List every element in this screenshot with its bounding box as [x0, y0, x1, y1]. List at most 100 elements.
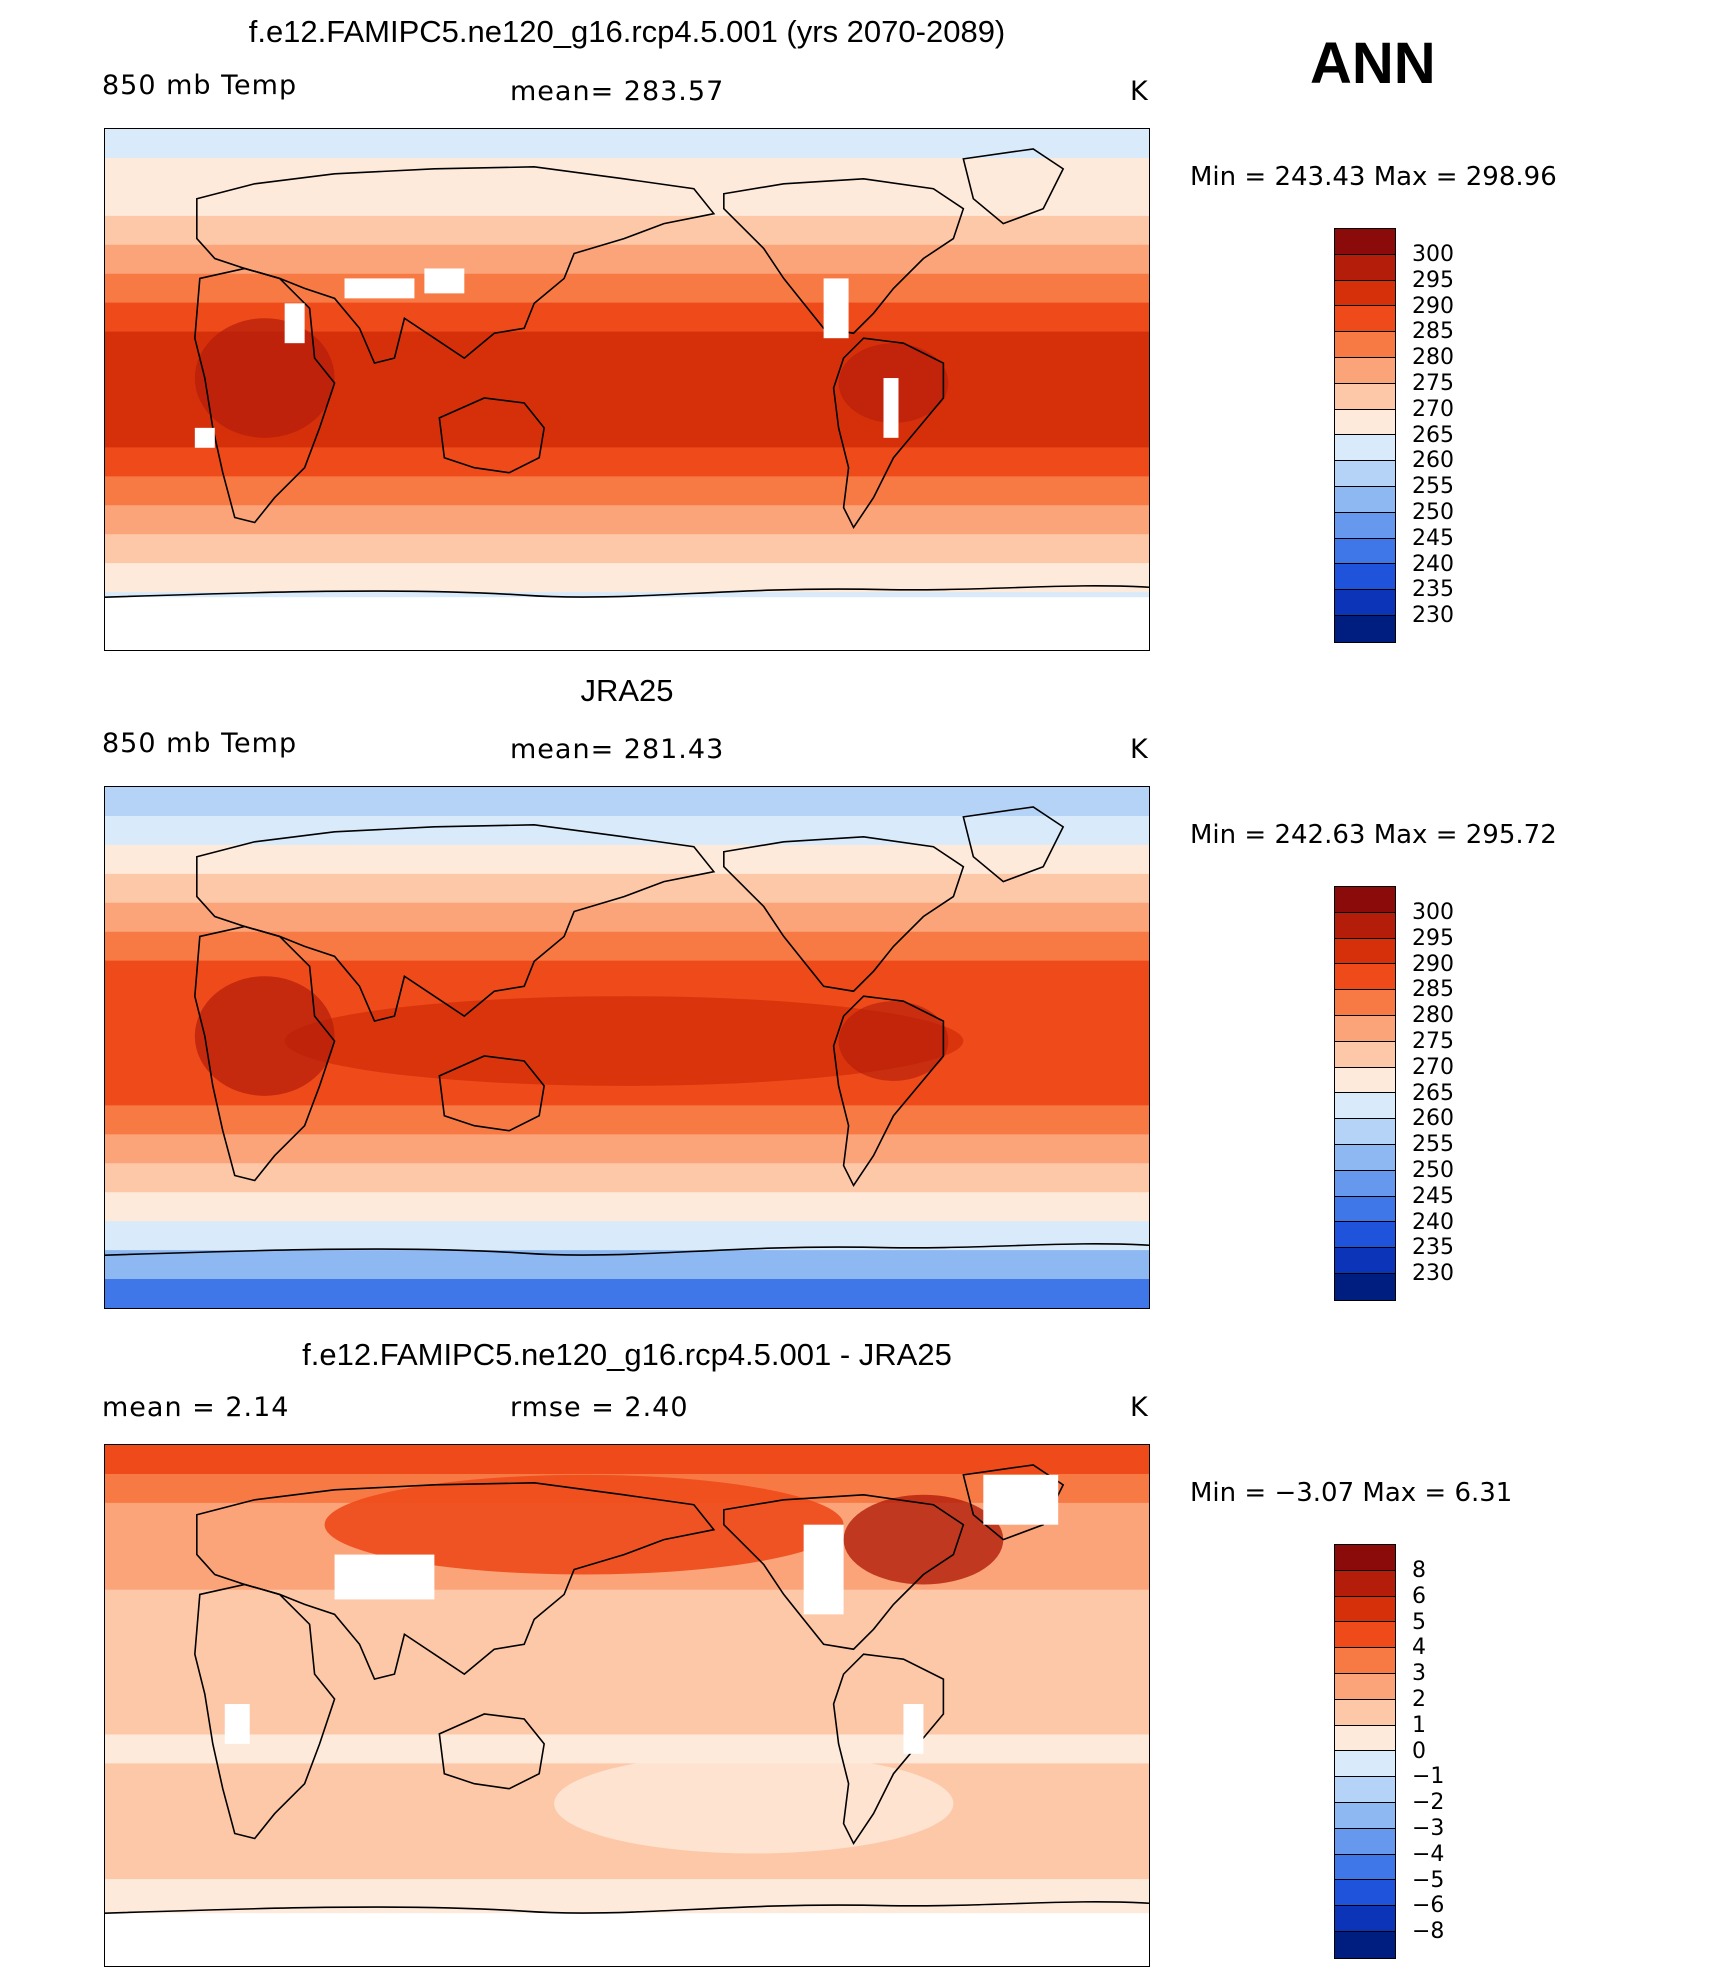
colorbar-segment — [1335, 1067, 1395, 1094]
colorbar-segment — [1335, 1570, 1395, 1597]
colorbar-tick-label: 6 — [1412, 1583, 1426, 1609]
colorbar-segment — [1335, 1015, 1395, 1042]
colorbar-tick-label: −4 — [1412, 1841, 1445, 1867]
colorbar-segment — [1335, 409, 1395, 436]
colorbar-tick-label: 255 — [1412, 474, 1454, 500]
colorbar-segment — [1335, 887, 1395, 913]
colorbar-tick-label: −5 — [1412, 1867, 1445, 1893]
colorbar-segment — [1335, 564, 1395, 591]
panel3-minmax: Min = −3.07 Max = 6.31 — [1190, 1478, 1513, 1508]
colorbar-tick-label: 240 — [1412, 551, 1454, 577]
colorbar-segment — [1335, 1854, 1395, 1881]
colorbar-segment — [1335, 306, 1395, 333]
panel2-colorbar — [1334, 886, 1396, 1301]
panel1-units: K — [1130, 76, 1149, 107]
colorbar-segment — [1335, 229, 1395, 255]
colorbar-segment — [1335, 990, 1395, 1016]
panel1-mean-label: mean= 283.57 — [510, 76, 725, 107]
colorbar-segment — [1335, 590, 1395, 616]
colorbar-tick-label: 1 — [1412, 1712, 1426, 1738]
panel2-left-label: 850 mb Temp — [102, 728, 298, 759]
colorbar-segment — [1335, 1196, 1395, 1223]
panel3-title: f.e12.FAMIPC5.ne120_g16.rcp4.5.001 - JRA… — [302, 1337, 952, 1372]
colorbar-segment — [1335, 1622, 1395, 1649]
colorbar-segment — [1335, 1699, 1395, 1726]
colorbar-segment — [1335, 1222, 1395, 1249]
colorbar-segment — [1335, 938, 1395, 965]
colorbar-tick-label: 260 — [1412, 1106, 1454, 1132]
colorbar-segment — [1335, 912, 1395, 939]
colorbar-tick-label: 295 — [1412, 925, 1454, 951]
colorbar-tick-label: 8 — [1412, 1558, 1426, 1583]
colorbar-tick-label: 0 — [1412, 1738, 1426, 1764]
panel1-minmax: Min = 243.43 Max = 298.96 — [1190, 162, 1557, 192]
colorbar-tick-label: 250 — [1412, 499, 1454, 525]
colorbar-tick-label: 230 — [1412, 603, 1454, 629]
colorbar-segment — [1335, 1777, 1395, 1803]
colorbar-tick-label: 275 — [1412, 1028, 1454, 1054]
panel2-title: JRA25 — [580, 673, 674, 708]
colorbar-segment — [1335, 1545, 1395, 1571]
colorbar-tick-label: −8 — [1412, 1919, 1445, 1945]
colorbar-tick-label: 4 — [1412, 1635, 1426, 1661]
colorbar-segment — [1335, 1273, 1395, 1300]
colorbar-tick-label: 245 — [1412, 525, 1454, 551]
colorbar-tick-label: 235 — [1412, 577, 1454, 603]
panel3-map — [104, 1444, 1150, 1967]
panel3-colorbar-ticks: 8 6 5 4 3 2 1 0 −1 −2 −3 −4 −5 −6 −8 — [1412, 1558, 1444, 1945]
colorbar-tick-label: −6 — [1412, 1893, 1445, 1919]
panel3-map-canvas — [105, 1445, 1149, 1966]
colorbar-segment — [1335, 435, 1395, 462]
panel2-map — [104, 786, 1150, 1309]
panel2-map-canvas — [105, 787, 1149, 1308]
colorbar-tick-label: 245 — [1412, 1183, 1454, 1209]
colorbar-segment — [1335, 1093, 1395, 1120]
season-label: ANN — [1310, 31, 1436, 96]
panel1-title: f.e12.FAMIPC5.ne120_g16.rcp4.5.001 (yrs … — [248, 14, 1006, 49]
colorbar-segment — [1335, 254, 1395, 281]
colorbar-segment — [1335, 1725, 1395, 1752]
colorbar-tick-label: −2 — [1412, 1790, 1445, 1816]
colorbar-tick-label: 300 — [1412, 900, 1454, 925]
colorbar-tick-label: 290 — [1412, 951, 1454, 977]
panel3-colorbar — [1334, 1544, 1396, 1959]
colorbar-tick-label: 265 — [1412, 422, 1454, 448]
colorbar-tick-label: 285 — [1412, 319, 1454, 345]
panel1-left-label: 850 mb Temp — [102, 70, 298, 101]
colorbar-segment — [1335, 1648, 1395, 1674]
colorbar-segment — [1335, 1041, 1395, 1068]
colorbar-segment — [1335, 1596, 1395, 1623]
colorbar-tick-label: 3 — [1412, 1661, 1426, 1687]
colorbar-segment — [1335, 1170, 1395, 1197]
colorbar-segment — [1335, 1673, 1395, 1700]
colorbar-segment — [1335, 1119, 1395, 1145]
colorbar-segment — [1335, 538, 1395, 565]
colorbar-tick-label: 240 — [1412, 1209, 1454, 1235]
colorbar-segment — [1335, 512, 1395, 539]
colorbar-segment — [1335, 1144, 1395, 1171]
panel3-units: K — [1130, 1392, 1149, 1423]
colorbar-tick-label: −1 — [1412, 1764, 1445, 1790]
colorbar-tick-label: 265 — [1412, 1080, 1454, 1106]
colorbar-tick-label: 250 — [1412, 1157, 1454, 1183]
colorbar-segment — [1335, 280, 1395, 307]
colorbar-tick-label: 235 — [1412, 1235, 1454, 1261]
panel1-colorbar-ticks: 300 295 290 285 280 275 270 265 260 255 250 245 240 2… — [1412, 242, 1454, 629]
colorbar-tick-label: 295 — [1412, 267, 1454, 293]
colorbar-segment — [1335, 1802, 1395, 1829]
panel1-colorbar — [1334, 228, 1396, 643]
panel1-map-canvas — [105, 129, 1149, 650]
colorbar-tick-label: 300 — [1412, 242, 1454, 267]
colorbar-tick-label: 275 — [1412, 370, 1454, 396]
colorbar-tick-label: 270 — [1412, 396, 1454, 422]
colorbar-tick-label: 290 — [1412, 293, 1454, 319]
colorbar-segment — [1335, 1751, 1395, 1778]
colorbar-segment — [1335, 461, 1395, 487]
panel3-rmse-label: rmse = 2.40 — [510, 1392, 689, 1423]
panel2-units: K — [1130, 734, 1149, 765]
colorbar-segment — [1335, 964, 1395, 991]
panel1-map — [104, 128, 1150, 651]
panel2-colorbar-ticks: 300 295 290 285 280 275 270 265 260 255 250 245 240 2… — [1412, 900, 1454, 1287]
colorbar-segment — [1335, 615, 1395, 642]
colorbar-segment — [1335, 1248, 1395, 1274]
